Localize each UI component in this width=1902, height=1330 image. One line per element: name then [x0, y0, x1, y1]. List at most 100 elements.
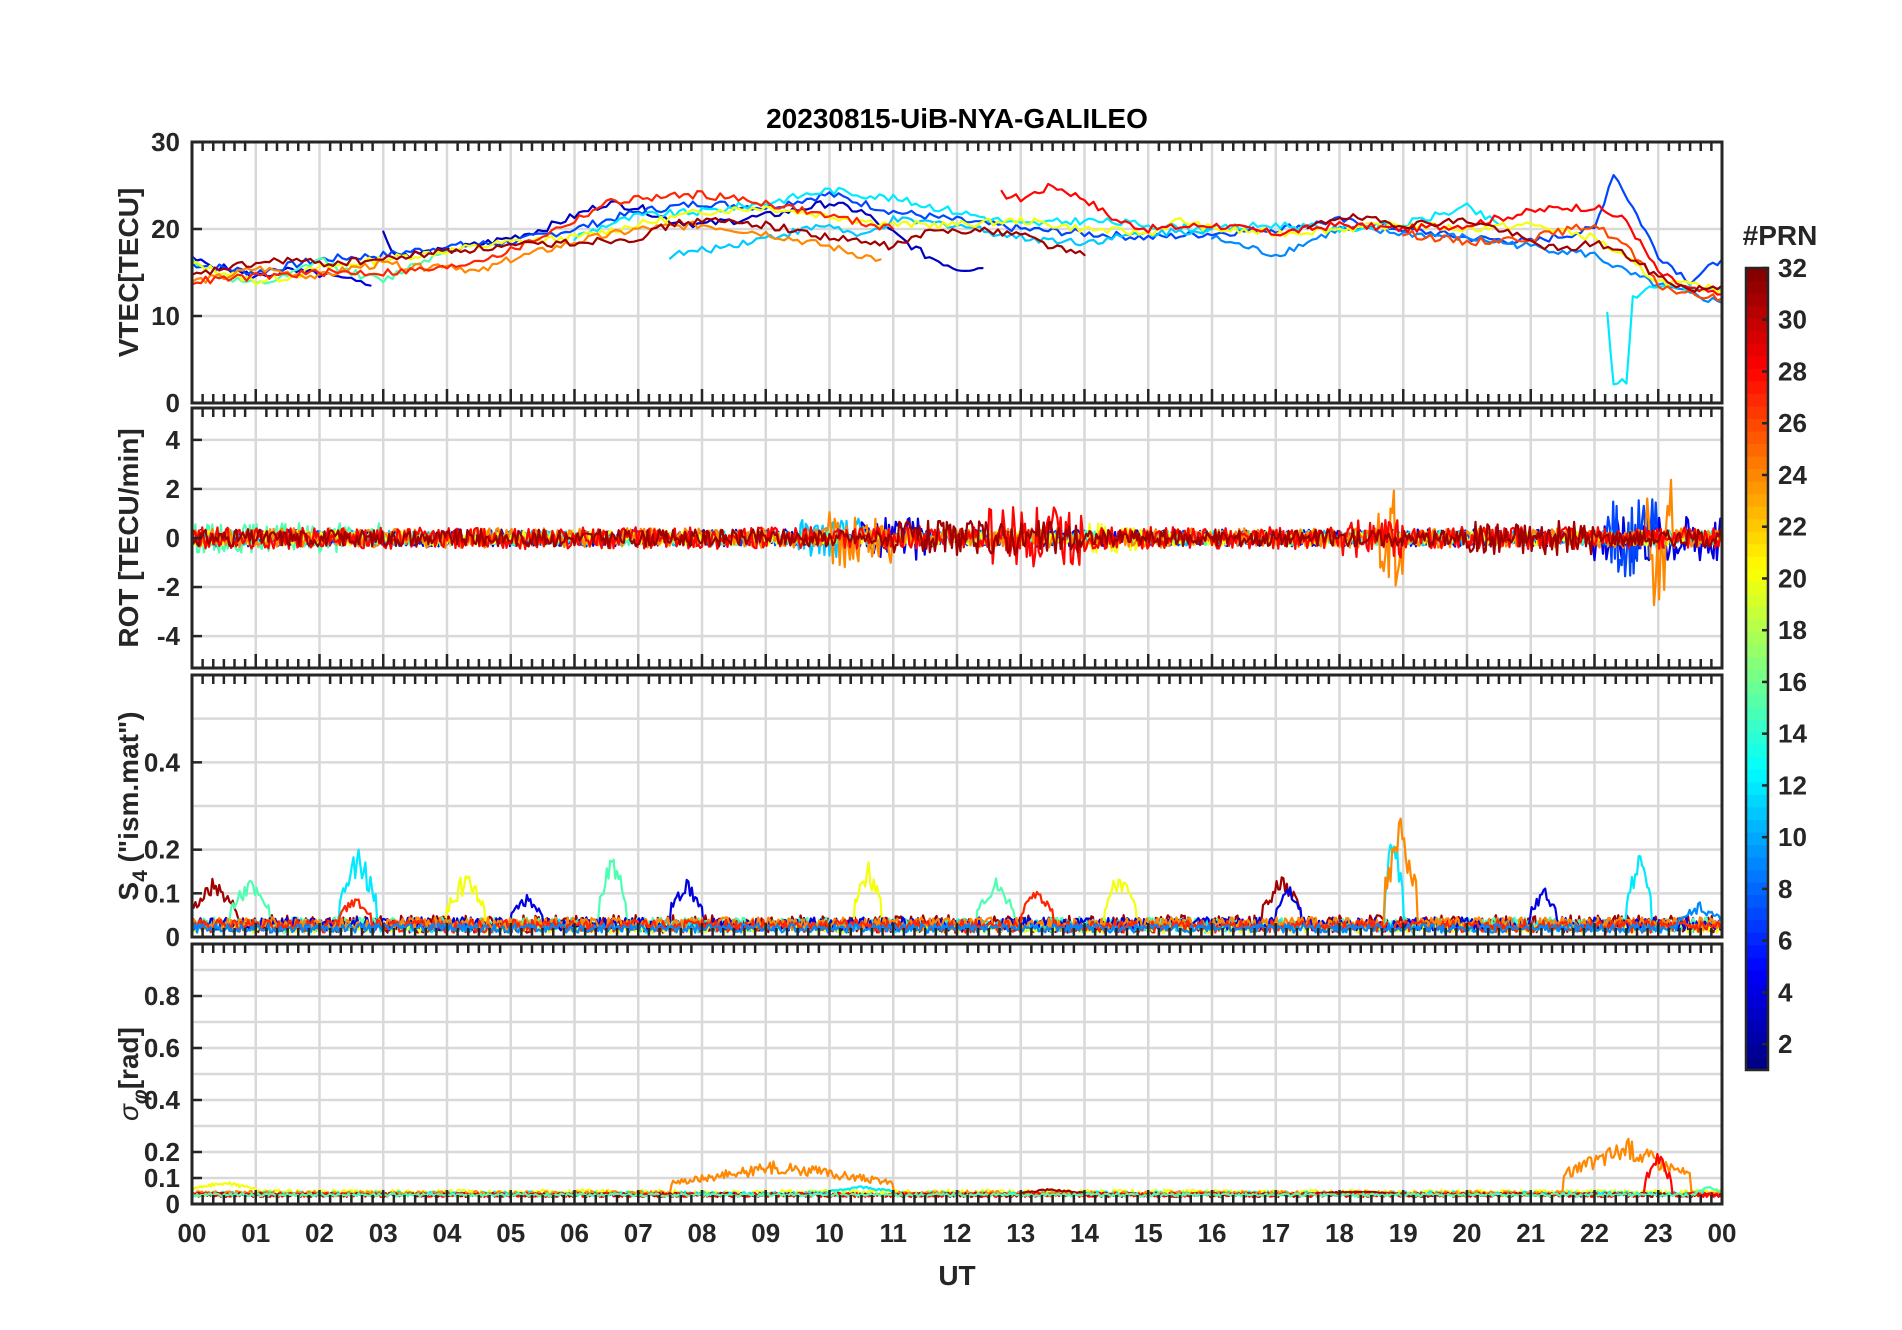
colorbar-segment	[1746, 481, 1768, 495]
chart-title: 20230815-UiB-NYA-GALILEO	[766, 103, 1148, 134]
colorbar-segment	[1746, 882, 1768, 896]
colorbar-segment	[1746, 669, 1768, 683]
y-axis-label: S4 ("ism.mat")	[113, 711, 152, 900]
x-tick-label: 01	[241, 1218, 270, 1248]
colorbar-tick-label: 4	[1778, 977, 1793, 1007]
colorbar-tick-label: 24	[1778, 460, 1807, 490]
x-tick-label: 11	[880, 1218, 908, 1248]
colorbar-frame	[1744, 266, 1770, 1072]
colorbar-segment	[1746, 280, 1768, 294]
colorbar-segment	[1746, 656, 1768, 670]
colorbar-segment	[1746, 518, 1768, 532]
colorbar-segment	[1746, 932, 1768, 946]
colorbar-segment	[1746, 994, 1768, 1008]
series-prn-31	[192, 217, 1086, 276]
colorbar-segment	[1746, 856, 1768, 871]
y-tick-label: 10	[151, 301, 180, 331]
colorbar-segment	[1746, 368, 1768, 382]
colorbar-segment	[1746, 869, 1768, 883]
x-tick-label: 22	[1580, 1218, 1609, 1248]
colorbar-segment	[1746, 694, 1768, 708]
colorbar-segment	[1746, 380, 1768, 394]
x-tick-label: 02	[305, 1218, 334, 1248]
x-tick-label: 06	[560, 1218, 589, 1248]
y-tick-label: 0.6	[144, 1033, 180, 1063]
colorbar-segment	[1746, 543, 1768, 557]
y-tick-label: 30	[151, 127, 180, 157]
y-tick-label: -4	[157, 621, 181, 651]
y-axis-label: ROT [TECU/min]	[113, 428, 144, 647]
series-prn-27	[192, 190, 895, 286]
x-axis-label: UT	[938, 1260, 975, 1291]
colorbar-segment	[1746, 405, 1768, 419]
y-tick-label: -2	[157, 572, 180, 602]
y-tick-label: 0.2	[144, 835, 180, 865]
colorbar-segment	[1746, 919, 1768, 933]
y-axis-label-rest: [rad]	[113, 1027, 144, 1089]
colorbar-tick-label: 14	[1778, 719, 1807, 749]
series-prn-26	[1402, 223, 1722, 302]
y-tick-label: 0.8	[144, 981, 180, 1011]
series-prn-31	[1306, 213, 1722, 293]
colorbar-segment	[1746, 1032, 1768, 1046]
colorbar-tick-label: 8	[1778, 874, 1792, 904]
colorbar-segment	[1746, 643, 1768, 658]
y-axis-label-sub: 4	[129, 870, 152, 882]
colorbar-segment	[1746, 455, 1768, 470]
colorbar-segment	[1746, 631, 1768, 645]
x-tick-label: 20	[1453, 1218, 1482, 1248]
y-axis-label-main: S	[113, 882, 144, 901]
x-tick-label: 16	[1198, 1218, 1227, 1248]
series-group	[192, 478, 1722, 607]
colorbar-segment	[1746, 831, 1768, 846]
colorbar-segment	[1746, 355, 1768, 369]
colorbar-segment	[1746, 819, 1768, 833]
y-tick-label: 0.1	[144, 1163, 180, 1193]
colorbar-tick-label: 32	[1778, 253, 1807, 283]
colorbar-tick-label: 16	[1778, 667, 1807, 697]
y-tick-label: 0	[166, 1189, 180, 1219]
colorbar-tick-label: 10	[1778, 822, 1807, 852]
colorbar-segment	[1746, 969, 1768, 983]
colorbar-segment	[1746, 468, 1768, 482]
colorbar-segment	[1746, 330, 1768, 344]
colorbar-segment	[1746, 531, 1768, 545]
colorbar-segment	[1746, 1057, 1768, 1071]
colorbar-segment	[1746, 268, 1768, 282]
colorbar-segment	[1746, 418, 1768, 432]
colorbar-segment	[1746, 1044, 1768, 1059]
y-tick-label: 0.2	[144, 1137, 180, 1167]
series-prn-28	[1000, 182, 1722, 296]
x-tick-label: 00	[1708, 1218, 1737, 1248]
colorbar-segment	[1746, 844, 1768, 858]
colorbar-segment	[1746, 305, 1768, 319]
colorbar-segment	[1746, 593, 1768, 607]
colorbar-segment	[1746, 781, 1768, 795]
y-tick-label: 0	[166, 388, 180, 418]
colorbar-segment	[1746, 769, 1768, 783]
colorbar-tick-label: 30	[1778, 305, 1807, 335]
colorbar-segment	[1746, 794, 1768, 808]
colorbar-segment	[1746, 493, 1768, 507]
colorbar-tick-label: 2	[1778, 1029, 1792, 1059]
colorbar-tick-label: 6	[1778, 926, 1792, 956]
x-axis: 00 01 02 03 04 05 06 07 08 09 10 11 12 13 14 15 16 17 18 19…	[178, 1218, 1737, 1248]
series-group	[192, 174, 1722, 386]
colorbar-tick-label: 28	[1778, 356, 1807, 386]
colorbar-segment	[1746, 293, 1768, 307]
x-tick-label: 05	[496, 1218, 525, 1248]
colorbar-tick-label: 22	[1778, 512, 1807, 542]
x-tick-label: 23	[1644, 1218, 1673, 1248]
y-axis-label-main: σ	[113, 1103, 144, 1121]
panel-s4: 00.10.20.4S4 ("ism.mat")	[113, 673, 1724, 952]
colorbar-segment	[1746, 706, 1768, 720]
colorbar-segment	[1746, 618, 1768, 633]
colorbar-segment	[1746, 506, 1768, 520]
colorbar-segment	[1746, 719, 1768, 733]
colorbar-segment	[1746, 556, 1768, 570]
x-tick-label: 04	[433, 1218, 462, 1248]
colorbar-segment	[1746, 430, 1768, 445]
colorbar-segment	[1746, 744, 1768, 758]
y-axis-label: VTEC[TECU]	[113, 188, 144, 358]
colorbar-segment	[1746, 1019, 1768, 1034]
